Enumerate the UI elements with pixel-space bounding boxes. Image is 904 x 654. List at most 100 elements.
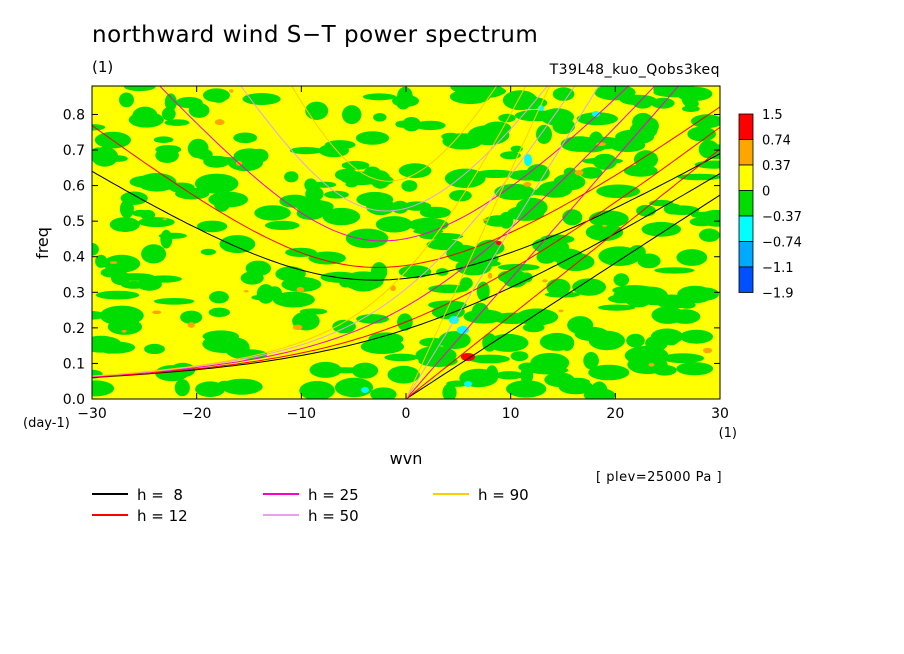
- field-extreme: [361, 387, 369, 393]
- field-patch: [245, 260, 271, 276]
- dispersion-curve-h50-kelvin: [405, 86, 600, 399]
- field-patch: [210, 89, 228, 103]
- field-patch: [123, 86, 156, 92]
- colorbar-label: −1.9: [762, 287, 794, 302]
- field-patch: [132, 106, 158, 126]
- field-patch: [651, 97, 675, 109]
- field-patch: [596, 184, 641, 199]
- field-patch: [115, 273, 156, 281]
- field-patch: [351, 362, 379, 379]
- field-patch: [175, 187, 210, 200]
- y-tick-label: 0.8: [63, 107, 85, 123]
- x-tick-label: −10: [287, 406, 317, 422]
- field-patch: [370, 387, 397, 399]
- field-patch: [387, 365, 420, 384]
- field-patch: [398, 265, 432, 279]
- field-patch: [161, 107, 176, 121]
- x-axis-label: wvn: [390, 449, 423, 468]
- field-patch: [544, 291, 581, 298]
- run-id-label: T39L48_kuo_Qobs3keq: [549, 62, 720, 78]
- field-patch: [401, 180, 418, 192]
- colorbar: 1.5 0.74 0.37 0 −0.37 −0.74 −1.1 −1.9: [738, 108, 802, 302]
- field-patch: [626, 333, 645, 348]
- field-patch: [502, 90, 538, 111]
- field-patch: [483, 215, 513, 227]
- field-patch: [651, 306, 685, 324]
- field-patch: [682, 105, 700, 112]
- field-patch: [691, 114, 720, 129]
- dispersion-curve-h90-mrg: [92, 86, 527, 377]
- field-patch: [408, 217, 449, 232]
- field-patch-orange: [152, 310, 162, 315]
- field-patch: [522, 322, 545, 333]
- colorbar-label: 0.74: [762, 134, 791, 149]
- field-patch: [613, 291, 627, 299]
- field-patch: [690, 211, 719, 219]
- colorbar-label: 1.5: [762, 108, 783, 123]
- y-axis: 0.0 0.1 0.2 0.3 0.4 0.5 0.6 0.7 0.8: [63, 107, 720, 408]
- field-patch: [402, 117, 421, 132]
- field-patch-orange: [574, 169, 584, 176]
- field-patch: [544, 372, 575, 388]
- field-patch: [574, 326, 609, 341]
- field-patch: [689, 217, 714, 227]
- field-patch: [471, 302, 489, 322]
- field-patch: [468, 354, 510, 364]
- dispersion-curve-h50-ig1: [240, 86, 548, 212]
- field-extreme: [592, 111, 600, 117]
- field-patch: [100, 267, 121, 278]
- field-patch: [438, 331, 471, 350]
- field-patch: [228, 154, 263, 172]
- field-patch: [526, 164, 550, 182]
- field-patch: [639, 255, 657, 267]
- field-patch: [311, 181, 337, 188]
- field-patch: [138, 217, 175, 228]
- y-tick-label: 0.3: [63, 285, 85, 301]
- field-patch: [514, 109, 556, 122]
- field-patch: [202, 330, 239, 343]
- field-patch: [403, 201, 432, 211]
- field-patch: [495, 371, 524, 380]
- field-patch: [196, 220, 228, 233]
- y-tick-label: 0.0: [63, 392, 85, 408]
- field-patch-orange: [214, 119, 225, 126]
- colorbar-swatch: [738, 164, 754, 191]
- field-extreme: [496, 241, 502, 245]
- field-patch: [209, 291, 229, 304]
- y-tick-label: 0.2: [63, 321, 85, 337]
- field-patch-orange: [542, 279, 548, 283]
- dispersion-curve-h8-mrg: [92, 173, 720, 378]
- legend-label: h = 25: [308, 486, 359, 504]
- field-patch: [208, 307, 230, 317]
- field-patch-orange: [121, 329, 127, 333]
- chart-title: northward wind S−T power spectrum: [92, 22, 539, 48]
- field-extreme: [538, 105, 544, 111]
- field-patch-orange: [703, 347, 713, 354]
- field-patch: [415, 120, 446, 131]
- dispersion-curve-h12-ig1: [92, 106, 720, 268]
- field-patch: [334, 168, 359, 181]
- dispersion-curve-h12-mrg: [92, 126, 720, 378]
- field-patch: [676, 249, 708, 266]
- field-patch: [194, 173, 239, 194]
- field-patch: [559, 335, 575, 351]
- field-patch: [299, 381, 335, 399]
- field-patch: [538, 181, 573, 198]
- field-patch: [676, 362, 714, 376]
- colorbar-label: −0.37: [762, 210, 802, 225]
- field-patch: [119, 199, 134, 219]
- field-patch: [623, 164, 658, 177]
- field-patch: [345, 228, 389, 249]
- field-patch: [661, 353, 705, 364]
- field-patch: [153, 136, 174, 143]
- x-axis: −30 −20 −10 0 10 20 30: [77, 86, 729, 422]
- field-patch: [92, 146, 119, 167]
- field-patch: [687, 126, 716, 142]
- field-patch: [164, 93, 177, 112]
- field-patch: [221, 378, 263, 395]
- field-patch: [588, 210, 629, 228]
- field-patch: [583, 352, 599, 370]
- field-patch: [158, 232, 187, 239]
- field-patch: [320, 271, 360, 283]
- field-patch: [641, 221, 682, 237]
